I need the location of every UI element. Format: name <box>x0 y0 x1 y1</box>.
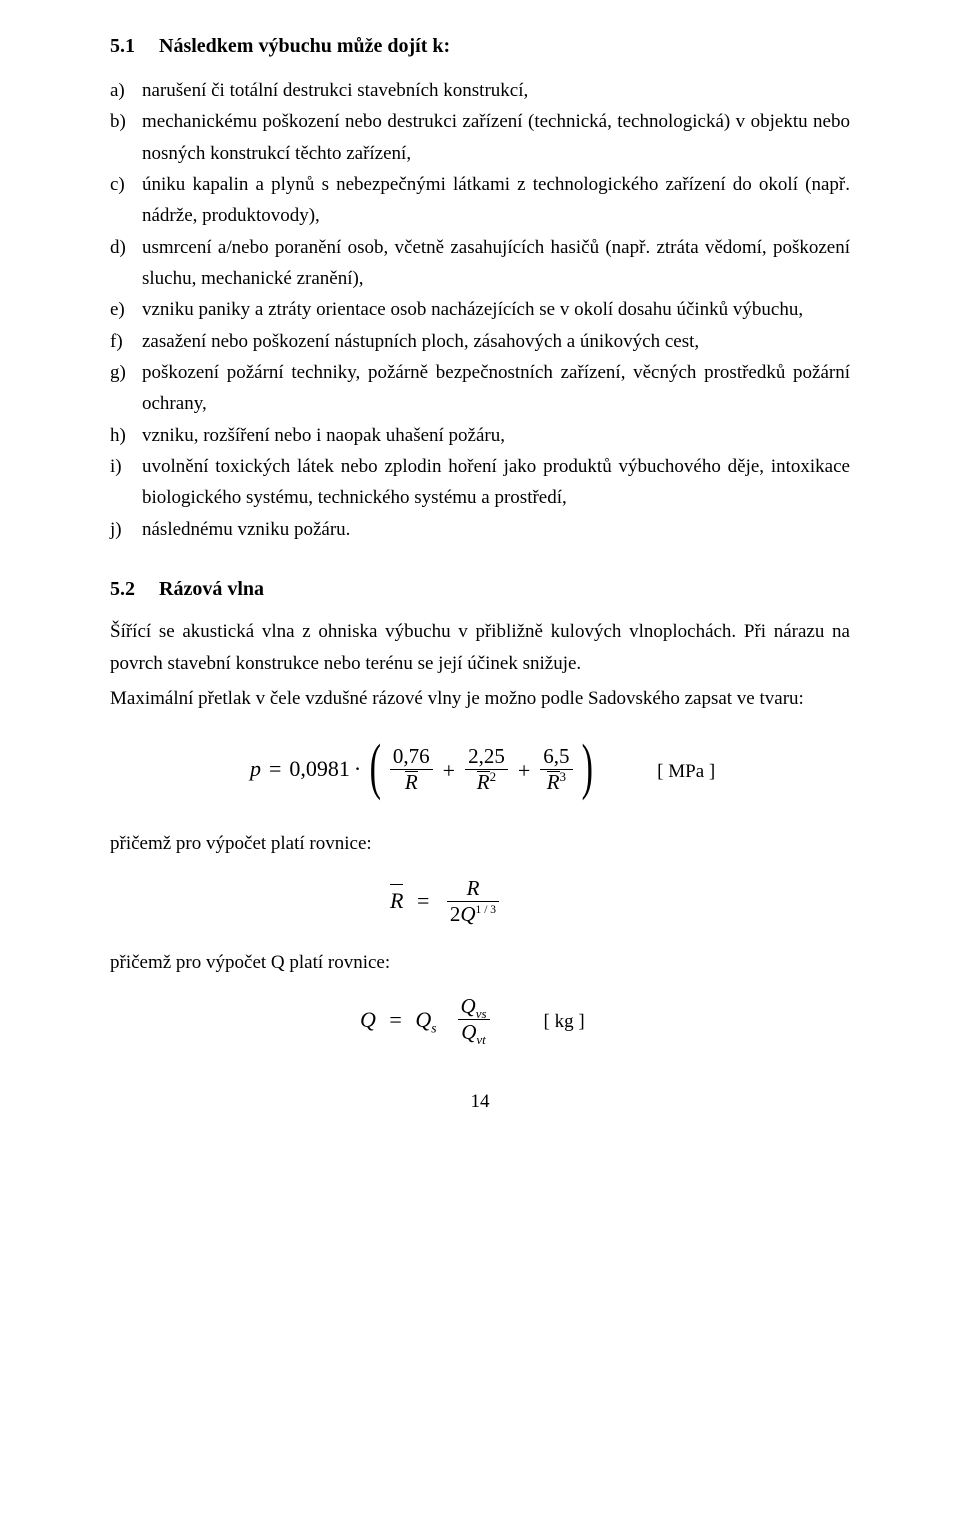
formula-3-Qvs: Q <box>461 994 476 1018</box>
formula-1-t3-exp: 3 <box>560 769 567 784</box>
formula-1-term-2: 2,25R2 <box>465 744 508 795</box>
list-item: b) mechanickému poškození nebo destrukci… <box>110 106 850 169</box>
formula-2-lhs: R <box>390 883 403 919</box>
formula-1-t2-num: 2,25 <box>465 744 508 769</box>
list-marker: h) <box>110 420 142 451</box>
formula-1-unit: [ MPa ] <box>657 756 715 787</box>
list-marker: c) <box>110 169 142 232</box>
formula-2-Q: Q <box>460 902 475 926</box>
formula-3-row: Q = Qs Qvs Qvt [ kg ] <box>110 996 850 1047</box>
list-item: h) vzniku, rozšíření nebo i naopak uhaše… <box>110 420 850 451</box>
list-item: g) poškození požární techniky, požárně b… <box>110 357 850 420</box>
formula-3-Qvt: Q <box>461 1020 476 1044</box>
formula-1-lhs: p <box>250 756 261 781</box>
section-5-2-para-1: Šířící se akustická vlna z ohniska výbuc… <box>110 616 850 679</box>
list-item: c) úniku kapalin a plynů s nebezpečnými … <box>110 169 850 232</box>
list-marker: i) <box>110 451 142 514</box>
list-marker: d) <box>110 232 142 295</box>
section-5-1-heading: 5.1 Následkem výbuchu může dojít k: <box>110 30 850 63</box>
between-text-2: přičemž pro výpočet Q platí rovnice: <box>110 947 850 978</box>
list-text: vzniku paniky a ztráty orientace osob na… <box>142 294 850 325</box>
list-text: usmrcení a/nebo poranění osob, včetně za… <box>142 232 850 295</box>
formula-1-t2-exp: 2 <box>490 769 497 784</box>
formula-3-unit: [ kg ] <box>544 1006 585 1037</box>
formula-3-s: s <box>431 1020 436 1035</box>
section-5-1-title: Následkem výbuchu může dojít k: <box>159 35 450 57</box>
formula-3-vt: vt <box>476 1033 485 1048</box>
page-number: 14 <box>110 1086 850 1117</box>
list-marker: j) <box>110 514 142 545</box>
list-marker: g) <box>110 357 142 420</box>
list-item: a) narušení či totální destrukci stavebn… <box>110 75 850 106</box>
formula-1-term-3: 6,5R3 <box>540 744 572 795</box>
formula-1-t3-den-R: R <box>547 770 560 795</box>
formula-1-t1-num: 0,76 <box>390 744 433 769</box>
list-text: poškození požární techniky, požárně bezp… <box>142 357 850 420</box>
formula-1-t2-den-R: R <box>477 770 490 795</box>
formula-3-frac: Qvs Qvt <box>458 994 490 1045</box>
section-5-2-heading: 5.2 Rázová vlna <box>110 573 850 606</box>
list-text: vzniku, rozšíření nebo i naopak uhašení … <box>142 420 850 451</box>
list-marker: e) <box>110 294 142 325</box>
between-text-1: přičemž pro výpočet platí rovnice: <box>110 828 850 859</box>
formula-1-t3-num: 6,5 <box>540 744 572 769</box>
formula-1-term-1: 0,76R <box>390 744 433 795</box>
formula-3: Q = Qs Qvs Qvt <box>360 996 494 1047</box>
formula-1-t1-den: R <box>405 770 418 795</box>
formula-2-row: R = R 2Q1 / 3 <box>110 878 850 929</box>
list-text: následnému vzniku požáru. <box>142 514 850 545</box>
formula-3-Qs: Q <box>415 1007 431 1032</box>
list-marker: a) <box>110 75 142 106</box>
formula-2-exp: 1 / 3 <box>476 904 497 916</box>
formula-1: p=0,0981·(0,76R+2,25R2+6,5R3) <box>250 740 597 802</box>
list-marker: b) <box>110 106 142 169</box>
list-text: uvolnění toxických látek nebo zplodin ho… <box>142 451 850 514</box>
formula-3-vs: vs <box>476 1006 487 1021</box>
list-item: j) následnému vzniku požáru. <box>110 514 850 545</box>
section-5-2-title: Rázová vlna <box>159 578 264 600</box>
formula-2-two: 2 <box>450 902 461 926</box>
section-5-1-list: a) narušení či totální destrukci stavebn… <box>110 75 850 545</box>
list-item: f) zasažení nebo poškození nástupních pl… <box>110 326 850 357</box>
formula-2-frac: R 2Q1 / 3 <box>447 876 499 927</box>
formula-2-num: R <box>447 876 499 901</box>
list-text: narušení či totální destrukci stavebních… <box>142 75 850 106</box>
list-marker: f) <box>110 326 142 357</box>
list-text: mechanickému poškození nebo destrukci za… <box>142 106 850 169</box>
list-item: i) uvolnění toxických látek nebo zplodin… <box>110 451 850 514</box>
list-text: úniku kapalin a plynů s nebezpečnými lát… <box>142 169 850 232</box>
section-5-1-number: 5.1 <box>110 30 135 63</box>
section-5-2-para-2: Maximální přetlak v čele vzdušné rázové … <box>110 683 850 714</box>
section-5-2-number: 5.2 <box>110 573 135 606</box>
list-item: e) vzniku paniky a ztráty orientace osob… <box>110 294 850 325</box>
list-text: zasažení nebo poškození nástupních ploch… <box>142 326 850 357</box>
formula-2: R = R 2Q1 / 3 <box>390 878 503 929</box>
formula-1-coeff: 0,0981 <box>289 756 350 781</box>
list-item: d) usmrcení a/nebo poranění osob, včetně… <box>110 232 850 295</box>
formula-1-row: p=0,0981·(0,76R+2,25R2+6,5R3) [ MPa ] <box>110 740 850 802</box>
formula-3-lhs: Q <box>360 1007 376 1032</box>
